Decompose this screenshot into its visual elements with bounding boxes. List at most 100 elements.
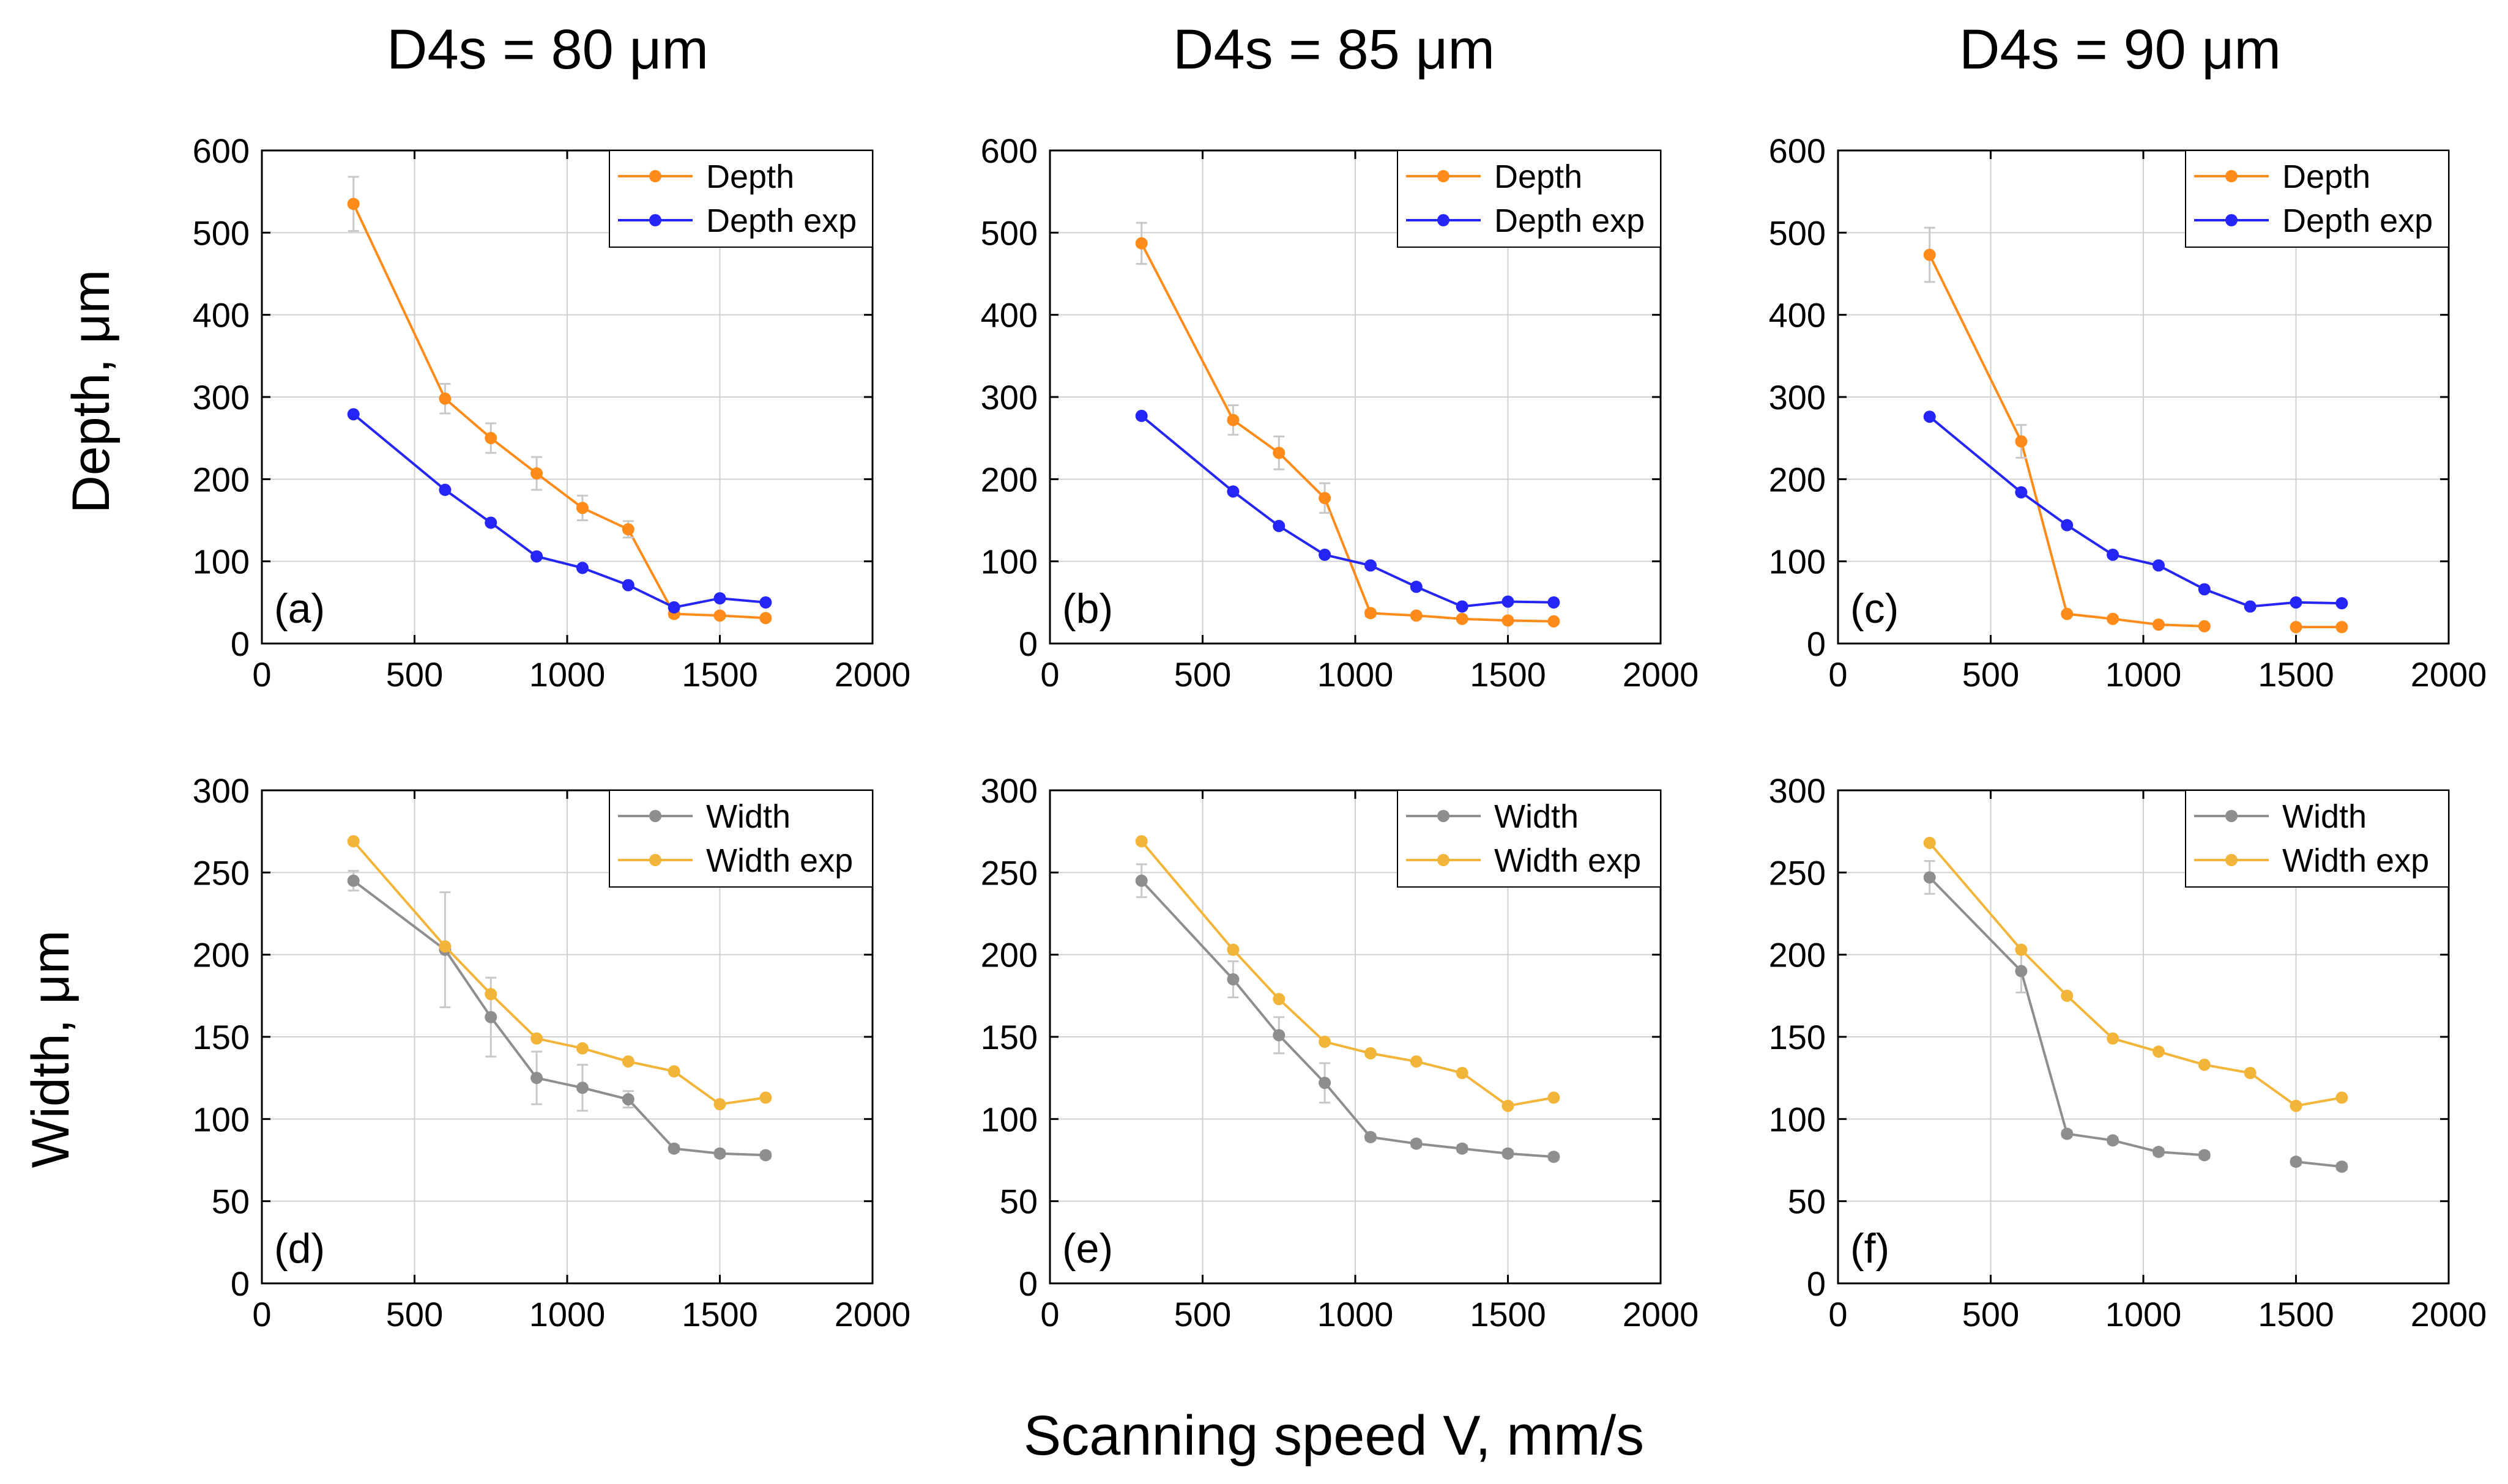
data-point-width-exp <box>439 940 452 953</box>
legend-label: Width exp <box>706 842 853 879</box>
column-title-2: D4s = 85 μm <box>1173 18 1495 81</box>
panel-label: (f) <box>1850 1225 1889 1272</box>
y-tick-label: 500 <box>1769 213 1826 252</box>
data-point-depth <box>1319 492 1331 505</box>
panel-f: 0 500 1000 1500 2000 0 50 100 150 200 250 300 Width W… <box>1769 771 2487 1334</box>
y-tick-label: 600 <box>981 132 1038 170</box>
data-point-width <box>622 1093 634 1106</box>
y-tick-label: 400 <box>193 296 250 335</box>
panel-e: 0 500 1000 1500 2000 0 50 100 150 200 250 300 Width W… <box>981 771 1699 1334</box>
series-line-width <box>1929 877 2205 1157</box>
data-point-width-exp <box>1501 1099 1514 1112</box>
y-tick-label: 500 <box>193 213 250 252</box>
row-label-width: Width, μm <box>21 930 80 1168</box>
series-line-depth-exp <box>1929 415 2342 608</box>
y-tick-label: 100 <box>193 543 250 581</box>
legend-marker <box>649 810 661 822</box>
column-title-1: D4s = 80 μm <box>387 18 709 81</box>
data-point-depth <box>1135 237 1148 250</box>
data-point-width-exp <box>2061 989 2074 1002</box>
data-point-width <box>1547 1151 1560 1163</box>
y-tick-label: 100 <box>981 1100 1038 1138</box>
y-tick-label: 100 <box>1769 1100 1826 1138</box>
data-point-depth <box>347 198 360 210</box>
data-point-depth-exp <box>1501 595 1514 608</box>
data-point-depth-exp <box>347 408 360 421</box>
y-tick-label: 0 <box>231 625 250 663</box>
data-point-width <box>1319 1077 1331 1089</box>
data-point-depth-exp <box>1227 485 1240 498</box>
legend-marker <box>649 214 661 226</box>
x-tick-label: 1500 <box>1470 1295 1546 1334</box>
data-point-depth-exp <box>2198 583 2211 596</box>
y-tick-label: 300 <box>981 378 1038 417</box>
data-point-width <box>2198 1149 2211 1162</box>
x-tick-label: 1000 <box>1317 655 1394 694</box>
data-point-depth-exp <box>668 601 680 614</box>
legend-label: Depth <box>706 158 794 195</box>
legend-marker <box>1437 170 1449 182</box>
x-tick-label: 2000 <box>835 655 911 694</box>
x-tick-label: 500 <box>386 655 443 694</box>
data-point-width-exp <box>1410 1055 1423 1068</box>
data-point-depth <box>1273 447 1286 459</box>
y-tick-label: 50 <box>1788 1182 1826 1221</box>
data-point-depth <box>530 467 543 480</box>
legend-label: Depth exp <box>2282 202 2433 239</box>
data-point-width <box>1273 1029 1286 1042</box>
y-tick-label: 250 <box>193 853 250 892</box>
data-point-width <box>1923 871 1936 884</box>
column-title-3: D4s = 90 μm <box>1959 18 2281 81</box>
x-tick-label: 0 <box>1828 1295 1847 1334</box>
data-point-width <box>530 1072 543 1085</box>
data-point-width-exp <box>347 835 360 848</box>
legend-box <box>2185 790 2449 888</box>
y-tick-label: 150 <box>193 1018 250 1056</box>
data-point-depth-exp <box>1135 409 1148 422</box>
legend-label: Depth exp <box>706 202 857 239</box>
data-point-depth-exp <box>485 516 497 529</box>
y-tick-label: 250 <box>981 853 1038 892</box>
legend-label: Width <box>2282 798 2367 835</box>
y-tick-label: 200 <box>193 936 250 974</box>
data-point-width-exp <box>2335 1091 2348 1104</box>
data-point-depth <box>576 502 589 514</box>
x-tick-label: 1000 <box>1317 1295 1394 1334</box>
panel-d: 0 500 1000 1500 2000 0 50 100 150 200 250 300 Width W… <box>193 771 911 1334</box>
series-line-depth <box>1928 254 2205 628</box>
y-tick-label: 200 <box>193 460 250 499</box>
data-point-width-exp <box>1319 1036 1331 1048</box>
x-tick-label: 1500 <box>682 1295 758 1334</box>
y-tick-label: 500 <box>981 213 1038 252</box>
data-point-depth-exp <box>1456 600 1468 613</box>
legend-marker <box>2225 214 2238 226</box>
data-point-depth <box>2152 618 2165 631</box>
data-point-width <box>485 1011 497 1023</box>
data-point-depth-exp <box>2061 519 2074 532</box>
panel-label: (e) <box>1062 1225 1113 1272</box>
legend-marker <box>649 170 661 182</box>
panel-label: (c) <box>1850 585 1899 632</box>
y-tick-label: 150 <box>1769 1018 1826 1056</box>
data-point-width <box>668 1142 680 1155</box>
x-tick-label: 2000 <box>1623 655 1699 694</box>
x-tick-label: 2000 <box>2411 1295 2487 1334</box>
y-tick-label: 150 <box>981 1018 1038 1056</box>
data-point-depth-exp <box>2244 600 2257 613</box>
legend-marker <box>1437 854 1449 866</box>
series-line-depth <box>1140 242 1554 623</box>
panel-label: (d) <box>274 1225 325 1272</box>
panel-a: 0 500 1000 1500 2000 0 100 200 300 400 500 600 Depth… <box>193 132 911 694</box>
y-tick-label: 250 <box>1769 853 1826 892</box>
legend-box <box>609 790 873 888</box>
data-point-depth-exp <box>439 483 452 496</box>
data-point-width-exp <box>1923 836 1936 849</box>
x-tick-label: 1500 <box>682 655 758 694</box>
x-tick-label: 2000 <box>1623 1295 1699 1334</box>
data-point-depth-exp <box>759 596 772 609</box>
data-point-depth-exp <box>1364 559 1377 572</box>
panel-label: (b) <box>1062 585 1113 632</box>
y-tick-label: 100 <box>1769 543 1826 581</box>
data-point-width <box>576 1081 589 1094</box>
